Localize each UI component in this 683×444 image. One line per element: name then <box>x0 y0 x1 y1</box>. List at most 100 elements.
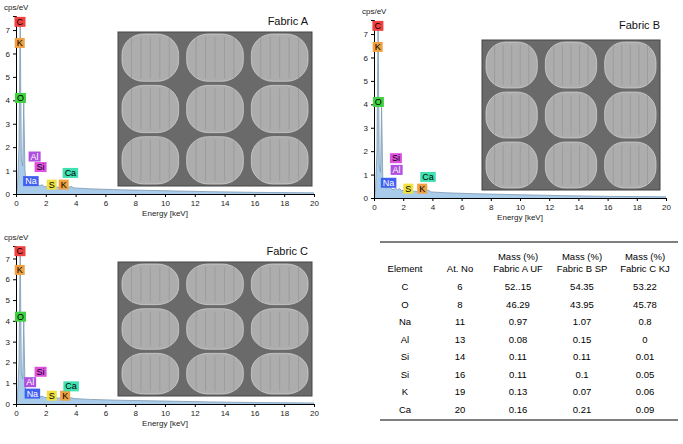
sem-fibre <box>494 45 495 85</box>
sem-yarn <box>122 353 179 394</box>
x-tick: 0 <box>14 194 19 208</box>
peak-label-box <box>381 178 397 188</box>
sem-yarn <box>122 85 179 132</box>
sem-fibre <box>511 145 512 185</box>
x-tick-label: 4 <box>74 409 79 418</box>
sem-yarn <box>187 85 244 132</box>
sem-fibre <box>224 140 225 181</box>
x-tick-label: 14 <box>221 409 230 418</box>
sem-fibre <box>131 37 132 78</box>
y-tick-label: 7 <box>6 255 11 264</box>
peak-label-box <box>403 184 413 194</box>
y-tick-label: 7 <box>364 30 369 39</box>
x-tick-label: 0 <box>14 199 19 208</box>
y-tick-label: 7 <box>6 26 11 35</box>
x-axis-line <box>17 405 315 408</box>
x-tick-label: 18 <box>280 199 289 208</box>
x-tick-mark <box>46 194 47 197</box>
peak-label-box <box>63 381 79 391</box>
y-tick-label: 0 <box>364 194 369 203</box>
peak-label-box <box>60 391 70 401</box>
sem-fibre <box>140 88 141 129</box>
table-cell: 45.78 <box>633 299 657 310</box>
sem-image <box>118 32 312 186</box>
x-tick-label: 8 <box>133 199 138 208</box>
y-tick-mark <box>13 404 16 405</box>
table-cell: 52..15 <box>505 281 531 292</box>
sem-fibre <box>233 356 234 391</box>
sem-fibre <box>233 88 234 129</box>
peak-label: O <box>15 93 26 103</box>
table-cell: 13 <box>455 334 466 345</box>
sem-fibre <box>279 267 280 302</box>
sem-fibre <box>279 356 280 391</box>
sem-fibre <box>270 356 271 391</box>
x-tick-label: 20 <box>310 199 319 208</box>
x-axis-title: Energy [keV] <box>142 419 188 428</box>
sem-image <box>482 40 660 190</box>
sem-fibre <box>279 88 280 129</box>
table-top-rule <box>380 242 678 243</box>
sem-fibre <box>224 312 225 347</box>
sem-yarn <box>187 137 244 184</box>
y-tick-mark <box>13 342 16 343</box>
peak-label: Al <box>29 152 41 162</box>
x-tick: 8 <box>133 194 138 208</box>
table-cell: 0.97 <box>509 316 528 327</box>
x-tick: 18 <box>280 404 289 418</box>
table-cell: Al <box>401 334 409 345</box>
peak-label: Si <box>390 153 402 163</box>
sem-fibre <box>233 37 234 78</box>
table-cell: 0.16 <box>509 404 528 415</box>
sem-fibre <box>647 45 648 85</box>
x-tick: 12 <box>545 198 554 212</box>
spectrum-line <box>374 22 666 198</box>
sem-fibre <box>588 95 589 135</box>
sem-yarn <box>605 142 656 188</box>
x-tick-mark <box>637 198 638 201</box>
sem-fibre <box>196 88 197 129</box>
peak-label-box <box>15 38 25 48</box>
y-tick: 0 <box>6 190 16 199</box>
sem-yarn <box>187 309 244 350</box>
peak-label-box <box>417 184 427 194</box>
peak-label-box <box>15 312 26 322</box>
sem-fibre <box>131 356 132 391</box>
x-tick-label: 4 <box>74 199 79 208</box>
y-tick: 7 <box>6 255 16 264</box>
x-tick-mark <box>135 404 136 407</box>
x-tick: 20 <box>310 404 319 418</box>
x-tick-mark <box>549 198 550 201</box>
x-tick: 12 <box>191 194 200 208</box>
x-tick-mark <box>105 194 106 197</box>
column-head: Element <box>388 263 423 274</box>
y-tick: 3 <box>6 120 16 129</box>
y-tick-mark <box>13 124 16 125</box>
y-tick: 6 <box>6 50 16 59</box>
peak-label: C <box>14 17 25 27</box>
peak-label: C <box>14 246 25 256</box>
sem-fibre <box>579 95 580 135</box>
y-tick: 0 <box>364 194 374 203</box>
peak-label: Na <box>25 389 41 399</box>
sem-fibre <box>647 95 648 135</box>
x-tick: 16 <box>604 198 613 212</box>
y-tick: 5 <box>6 296 16 305</box>
sem-fibre <box>140 356 141 391</box>
peak-label-text: C <box>16 246 23 256</box>
peak-label-box <box>59 180 69 190</box>
y-tick-label: 4 <box>6 96 11 105</box>
y-tick-label: 2 <box>364 147 369 156</box>
y-tick: 3 <box>6 338 16 347</box>
sem-fibre <box>528 145 529 185</box>
table-cell: 14 <box>455 351 466 362</box>
y-tick-label: 4 <box>364 100 369 109</box>
x-tick: 8 <box>489 198 494 212</box>
sem-fibre <box>196 356 197 391</box>
peak-label: K <box>15 38 25 48</box>
y-tick-label: 6 <box>6 275 11 284</box>
table-cell: Na <box>399 316 412 327</box>
sem-fibre <box>511 45 512 85</box>
sem-fibre <box>140 140 141 181</box>
y-tick-mark <box>371 151 374 152</box>
